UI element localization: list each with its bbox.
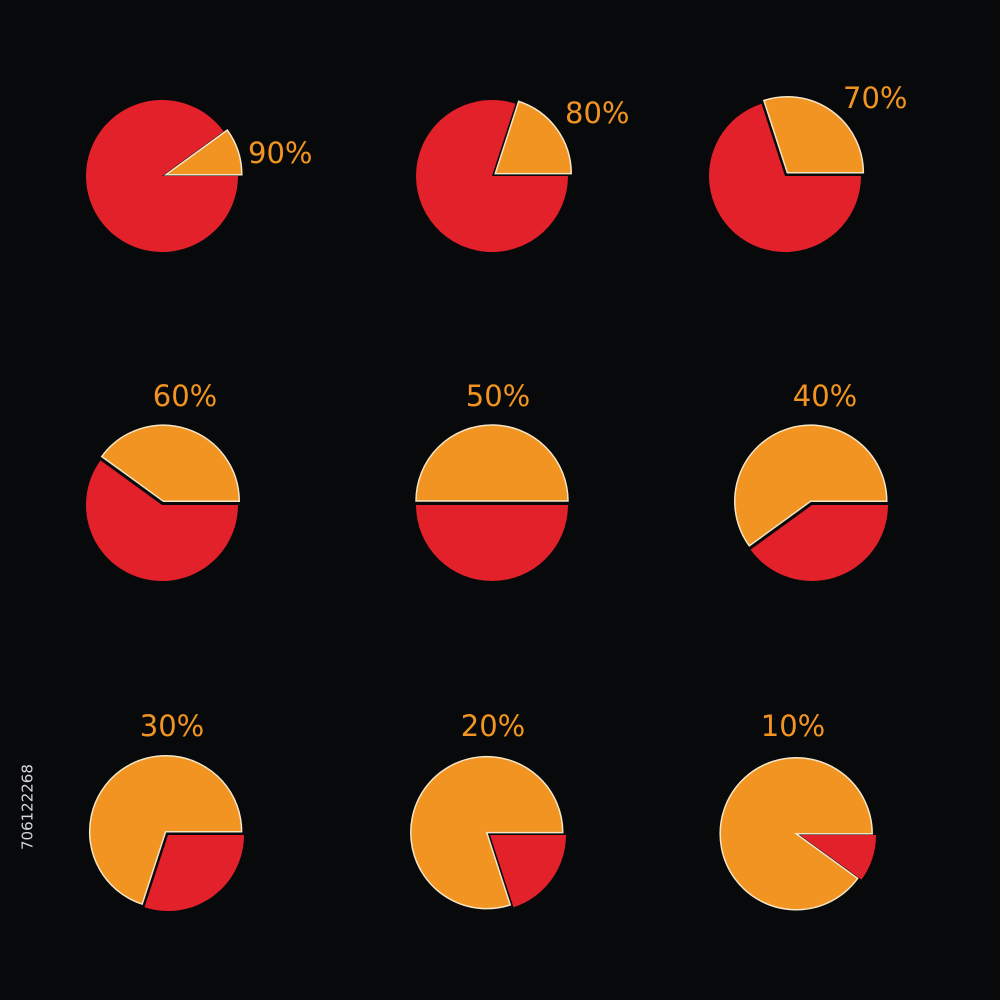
value-label: 20% bbox=[461, 709, 525, 743]
pie-slice bbox=[415, 424, 569, 502]
pie-slice bbox=[416, 100, 568, 253]
pie-slice bbox=[85, 460, 239, 582]
value-label: 30% bbox=[140, 709, 204, 743]
pie-slice bbox=[163, 129, 243, 176]
value-label: 60% bbox=[153, 379, 217, 413]
pie-slice bbox=[734, 424, 888, 547]
value-label: 50% bbox=[466, 379, 530, 413]
pie-slice bbox=[762, 96, 865, 174]
value-label: 80% bbox=[565, 96, 629, 130]
pie-slice bbox=[490, 835, 566, 908]
pie-slice bbox=[88, 755, 243, 905]
pie-slice bbox=[709, 103, 861, 253]
value-label: 40% bbox=[793, 379, 857, 413]
value-label: 90% bbox=[248, 136, 312, 170]
value-label: 70% bbox=[843, 81, 907, 115]
pie-slice bbox=[719, 757, 873, 911]
pie-slice bbox=[144, 835, 244, 911]
pie-slice bbox=[494, 100, 572, 175]
pie-slice bbox=[750, 505, 888, 582]
value-label: 10% bbox=[761, 709, 825, 743]
pie-slice bbox=[416, 505, 568, 581]
pie-slice bbox=[100, 424, 240, 502]
pie-slice bbox=[86, 100, 239, 252]
side-text: 706122268 bbox=[19, 764, 37, 850]
pie-slice bbox=[410, 755, 564, 910]
pie-slice bbox=[800, 835, 876, 880]
